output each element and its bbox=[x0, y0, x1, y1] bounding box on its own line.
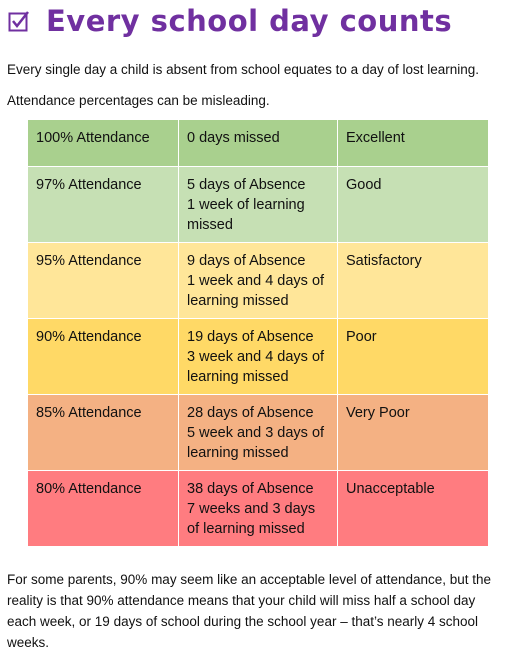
table-cell: Poor bbox=[338, 319, 489, 395]
intro-text: Every single day a child is absent from … bbox=[7, 62, 480, 77]
table-cell: 5 days of Absence 1 week of learning miss… bbox=[179, 167, 338, 243]
table-cell: 9 days of Absence 1 week and 4 days of le… bbox=[179, 243, 338, 319]
table-row: 85% Attendance 28 days of Absence 5 week a… bbox=[28, 395, 489, 471]
cell-line: 5 days of Absence bbox=[187, 177, 306, 193]
table-cell: 38 days of Absence 7 weeks and 3 days of … bbox=[179, 471, 338, 547]
cell-line: 38 days of Absence bbox=[187, 481, 314, 497]
table-cell: 97% Attendance bbox=[28, 167, 179, 243]
intro-text: Attendance percentages can be misleading… bbox=[7, 93, 270, 108]
footer-text: For some parents, 90% may seem like an a… bbox=[7, 572, 492, 650]
cell-line: 3 week and 4 days of learning missed bbox=[187, 349, 325, 385]
cell-line: 5 week and 3 days of learning missed bbox=[187, 425, 325, 461]
cell-line: 28 days of Absence bbox=[187, 405, 314, 421]
table-row: 97% Attendance 5 days of Absence 1 week of… bbox=[28, 167, 489, 243]
title: Every school day counts bbox=[46, 4, 453, 38]
cell-line: 19 days of Absence bbox=[187, 329, 314, 345]
header: Every school day counts bbox=[8, 4, 452, 38]
table-cell: 90% Attendance bbox=[28, 319, 179, 395]
table-cell: Excellent bbox=[338, 120, 489, 167]
table-cell: 80% Attendance bbox=[28, 471, 179, 547]
table-cell: Good bbox=[338, 167, 489, 243]
table-cell: 95% Attendance bbox=[28, 243, 179, 319]
cell-line: 1 week and 4 days of learning missed bbox=[187, 273, 325, 309]
table-cell: Unacceptable bbox=[338, 471, 489, 547]
table-cell: 28 days of Absence 5 week and 3 days of l… bbox=[179, 395, 338, 471]
table-row: 90% Attendance 19 days of Absence 3 week a… bbox=[28, 319, 489, 395]
cell-line: 0 days missed bbox=[187, 130, 280, 146]
table-row: 100% Attendance 0 days missed Excellent bbox=[28, 120, 489, 167]
table-cell: 19 days of Absence 3 week and 4 days of l… bbox=[179, 319, 338, 395]
table-row: 80% Attendance 38 days of Absence 7 weeks … bbox=[28, 471, 489, 547]
checkbox-icon bbox=[8, 11, 29, 32]
cell-line: 9 days of Absence bbox=[187, 253, 306, 269]
table-cell: 0 days missed bbox=[179, 120, 338, 167]
cell-line: 7 weeks and 3 days of learning missed bbox=[187, 501, 316, 537]
table-cell: 100% Attendance bbox=[28, 120, 179, 167]
table-row: 95% Attendance 9 days of Absence 1 week an… bbox=[28, 243, 489, 319]
table-cell: Very Poor bbox=[338, 395, 489, 471]
table-cell: Satisfactory bbox=[338, 243, 489, 319]
attendance-table: 100% Attendance 0 days missed Excellent 97%… bbox=[28, 120, 489, 547]
cell-line: 1 week of learning missed bbox=[187, 197, 305, 233]
table-cell: 85% Attendance bbox=[28, 395, 179, 471]
